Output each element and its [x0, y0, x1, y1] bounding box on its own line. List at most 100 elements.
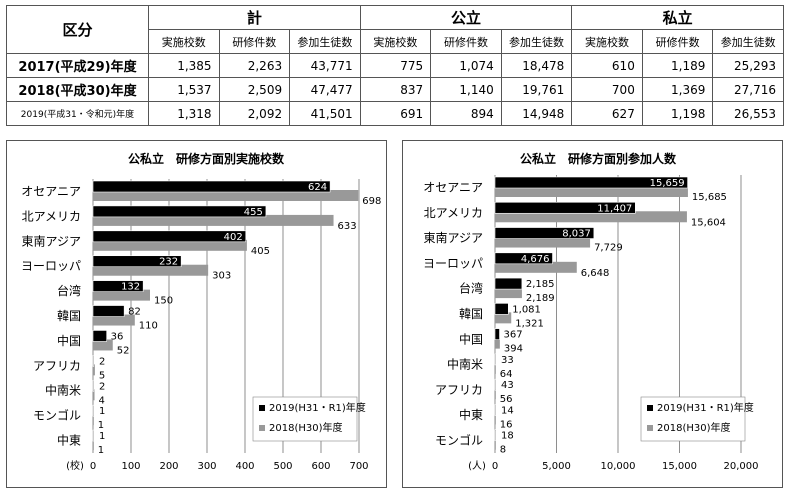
table-cell: 1,318 — [148, 101, 220, 126]
bar-2018 — [93, 264, 209, 276]
category-label: 北アメリカ — [424, 206, 483, 220]
x-tick-label: 300 — [197, 461, 216, 472]
legend-box — [252, 396, 358, 442]
x-tick-label: 10,000 — [601, 461, 636, 472]
subcol-header: 参加生徒数 — [712, 29, 784, 54]
bar-2019 — [494, 277, 523, 290]
legend-box — [640, 396, 746, 442]
legend-swatch — [259, 405, 265, 411]
subcol-header: 実施校数 — [359, 29, 432, 54]
x-tick-label: 5,000 — [542, 461, 571, 472]
table-cell: 26,553 — [712, 101, 784, 126]
table-cell: 1,198 — [641, 101, 714, 126]
table-cell: 2,092 — [218, 101, 291, 126]
data-label-2018: 405 — [251, 246, 270, 257]
chart-panel-participants: 公私立 研修方面別参加人数 0 5,000 10,000 15,000 20,000 (人)… — [402, 140, 783, 488]
table-cell: 894 — [430, 101, 502, 126]
bar-2019 — [494, 227, 595, 239]
chart-panel-schools: 公私立 研修方面別実施校数 0 100 200 300 400 500 600 700 (校) オセ… — [6, 140, 387, 488]
bar-2019 — [494, 303, 509, 315]
table-cell: 837 — [359, 77, 432, 102]
legend-swatch — [647, 405, 653, 411]
data-label-2019: 2 — [99, 356, 105, 367]
data-label-2018: 16 — [500, 419, 513, 430]
data-label-2018: 64 — [500, 369, 513, 380]
data-label-2018: 7,729 — [594, 243, 623, 254]
subcol-header: 実施校数 — [148, 29, 220, 54]
category-label: 中国 — [459, 331, 483, 346]
data-label-2018: 56 — [500, 394, 513, 405]
category-label: ヨーロッパ — [21, 259, 81, 273]
bar-2019 — [494, 201, 636, 214]
row-label: 2019(平成31・令和元)年度 — [6, 101, 149, 126]
data-label-2018: 15,685 — [692, 192, 727, 203]
data-label-2018: 5 — [99, 370, 105, 381]
data-label-2019: 18 — [501, 431, 514, 442]
data-label-2019: 15,659 — [650, 178, 685, 189]
data-label-2019: 232 — [159, 257, 178, 268]
data-label-2018: 633 — [338, 221, 357, 232]
table-cell: 14,948 — [500, 101, 573, 126]
category-label: ヨーロッパ — [423, 256, 483, 270]
x-tick-label: 600 — [311, 461, 330, 472]
category-label: 韓国 — [459, 307, 483, 321]
data-label-2019: 132 — [121, 282, 140, 293]
bar-2019 — [494, 328, 500, 340]
data-label-2019: 33 — [501, 355, 514, 366]
data-label-2019: 1,081 — [512, 304, 541, 315]
group-header-private: 私立 — [571, 5, 784, 30]
category-label: オセアニア — [21, 184, 81, 198]
data-label-2019: 402 — [224, 232, 243, 243]
category-label: 中東 — [57, 433, 81, 448]
data-label-2018: 150 — [154, 296, 173, 307]
category-label: モンゴル — [33, 408, 81, 423]
bar-2018 — [93, 414, 94, 426]
data-label-2018: 110 — [139, 321, 158, 332]
data-label-2019: 8,037 — [562, 229, 591, 240]
bar-2018 — [93, 190, 359, 201]
table-cell: 43,771 — [289, 53, 361, 78]
category-label: 東南アジア — [21, 233, 81, 248]
bar-2018 — [93, 389, 95, 401]
chart-title: 公私立 研修方面別実施校数 — [128, 151, 285, 166]
bar-2019 — [92, 180, 331, 193]
data-label-2019: 11,407 — [597, 203, 632, 214]
data-label-2019: 1 — [99, 431, 105, 442]
table-cell: 1,140 — [430, 77, 502, 102]
legend-label: 2018(H30)年度 — [269, 421, 343, 434]
data-label-2018: 52 — [117, 345, 130, 356]
bar-2018 — [93, 439, 94, 451]
bar-2018 — [495, 287, 522, 299]
chart-title: 公私立 研修方面別参加人数 — [520, 151, 677, 166]
bar-2018 — [495, 388, 496, 400]
x-tick-label: 0 — [492, 461, 498, 472]
data-label-2018: 15,604 — [691, 217, 726, 228]
category-label: モンゴル — [435, 432, 483, 447]
bar-2018 — [93, 214, 334, 226]
participants-bar-chart: 公私立 研修方面別参加人数 0 5,000 10,000 15,000 20,000 (人)… — [423, 151, 759, 472]
x-axis-unit: (人) — [468, 460, 486, 472]
table-cell: 1,385 — [148, 53, 220, 78]
legend-swatch — [259, 425, 265, 431]
data-label-2019: 4,676 — [521, 254, 550, 265]
bar-2019 — [494, 378, 497, 391]
table-cell: 25,293 — [712, 53, 784, 78]
group-header-total: 計 — [148, 5, 361, 30]
table-cell: 627 — [571, 101, 643, 126]
bar-2018 — [495, 337, 500, 349]
bar-2018 — [93, 289, 150, 301]
data-label-2018: 1 — [98, 420, 104, 431]
subcol-header: 研修件数 — [430, 29, 502, 54]
data-label-2019: 2,185 — [526, 279, 555, 290]
row-label: 2018(平成30)年度 — [6, 77, 149, 102]
bar-2018 — [495, 186, 688, 197]
bar-2019 — [494, 353, 497, 366]
table-cell: 2,263 — [218, 53, 291, 78]
data-label-2018: 1 — [98, 445, 104, 456]
bar-2018 — [495, 211, 687, 223]
category-label: 中国 — [57, 333, 81, 348]
bar-2019 — [494, 252, 553, 265]
table-cell: 2,509 — [218, 77, 291, 102]
table-cell: 47,477 — [289, 77, 361, 102]
data-label-2019: 624 — [308, 182, 327, 193]
